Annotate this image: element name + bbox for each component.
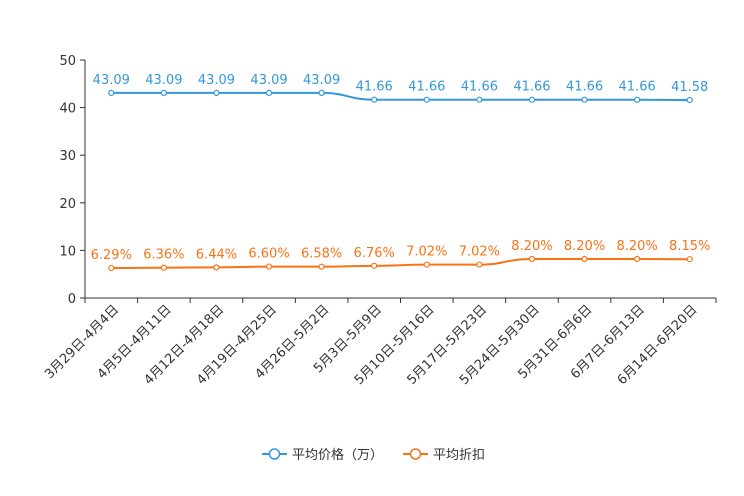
data-label: 43.09: [198, 73, 235, 88]
y-tick-label: 40: [59, 102, 76, 117]
data-label: 8.20%: [616, 239, 657, 254]
data-label: 6.60%: [248, 247, 289, 262]
data-point[interactable]: [423, 96, 430, 103]
data-label: 41.66: [461, 80, 498, 95]
legend[interactable]: 平均价格（万） 平均折扣: [262, 447, 485, 463]
data-point[interactable]: [318, 263, 325, 270]
data-point[interactable]: [476, 96, 483, 103]
data-point[interactable]: [528, 255, 536, 263]
data-point[interactable]: [265, 89, 273, 96]
data-point[interactable]: [423, 261, 430, 268]
legend-item-2[interactable]: 平均折扣: [403, 448, 485, 463]
data-label: 7.02%: [406, 245, 447, 260]
data-point[interactable]: [371, 262, 378, 269]
legend-marker-icon: [268, 448, 281, 460]
data-label: 6.76%: [354, 246, 395, 261]
legend-marker-icon: [409, 448, 422, 460]
legend-label: 平均价格（万）: [292, 447, 383, 463]
data-point[interactable]: [160, 264, 167, 271]
data-label: 41.66: [356, 80, 393, 95]
data-point[interactable]: [581, 96, 588, 103]
data-label: 7.02%: [459, 245, 500, 260]
y-tick-label: 20: [59, 197, 76, 212]
legend-label: 平均折扣: [433, 448, 485, 463]
series-1: 43.09 43.09 43.09 43.09 43.09 41.66 41.66 41.66…: [93, 73, 708, 104]
data-point[interactable]: [213, 89, 220, 96]
x-axis: 3月29日-4月4日4月5日-4月11日4月12日-4月18日4月19日-4月2…: [42, 297, 717, 388]
y-axis: 0 10 20 30 40 50: [59, 54, 86, 307]
y-tick-label: 0: [68, 292, 76, 307]
y-tick-label: 10: [59, 244, 76, 259]
data-point[interactable]: [160, 89, 167, 96]
data-point[interactable]: [213, 264, 220, 271]
data-point[interactable]: [318, 89, 325, 96]
data-point[interactable]: [686, 96, 693, 104]
series-layer: 43.09 43.09 43.09 43.09 43.09 41.66 41.66 41.66…: [91, 73, 710, 272]
data-label: 41.66: [619, 80, 656, 95]
y-tick-label: 50: [59, 54, 76, 69]
data-point[interactable]: [634, 255, 641, 263]
data-label: 41.58: [671, 80, 708, 95]
data-label: 43.09: [303, 73, 340, 88]
data-label: 8.20%: [564, 239, 605, 254]
data-label: 41.66: [408, 80, 445, 95]
data-point[interactable]: [686, 256, 693, 263]
data-point[interactable]: [265, 263, 273, 270]
series-line: [111, 91, 690, 102]
series-2: 6.29% 6.36% 6.44% 6.60% 6.58% 6.76% 7.02% 7.02%…: [91, 239, 710, 272]
data-label: 43.09: [250, 73, 287, 88]
data-label: 8.15%: [669, 239, 710, 254]
data-label: 41.66: [513, 80, 550, 95]
data-point[interactable]: [634, 96, 641, 103]
data-point[interactable]: [476, 261, 483, 268]
data-label: 8.20%: [511, 239, 552, 254]
data-label: 6.58%: [301, 247, 342, 262]
y-tick-label: 30: [59, 149, 76, 164]
data-label: 43.09: [93, 73, 130, 88]
data-point[interactable]: [581, 255, 588, 263]
legend-item-1[interactable]: 平均价格（万）: [262, 447, 383, 463]
data-label: 41.66: [566, 80, 603, 95]
data-label: 43.09: [145, 73, 182, 88]
series-line: [111, 257, 690, 270]
data-label: 6.36%: [143, 248, 184, 263]
data-point[interactable]: [108, 264, 115, 272]
data-label: 6.29%: [91, 248, 132, 263]
data-point[interactable]: [528, 96, 536, 103]
data-point[interactable]: [108, 89, 115, 96]
data-label: 6.44%: [196, 247, 237, 262]
data-point[interactable]: [371, 96, 378, 103]
